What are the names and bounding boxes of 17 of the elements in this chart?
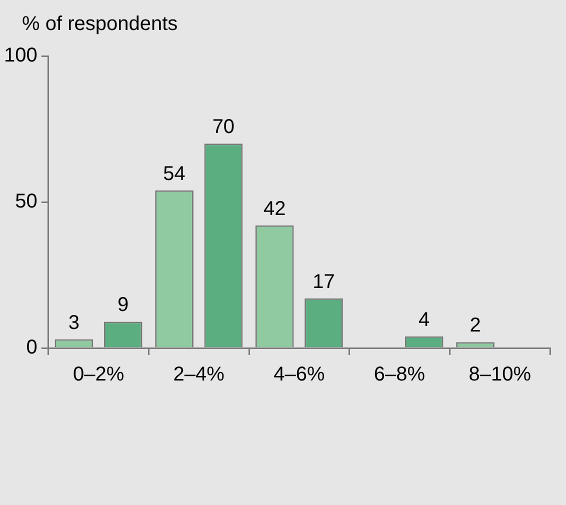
y-tick-label: 50 — [15, 190, 38, 213]
data-label: 2 — [470, 314, 481, 337]
y-tick-label: 100 — [4, 44, 38, 67]
data-label: 17 — [312, 270, 335, 293]
data-label: 54 — [163, 162, 186, 185]
y-tick-label: 0 — [26, 336, 38, 359]
x-tick-label: 8–10% — [468, 364, 532, 386]
y-axis-title: % of respondents — [22, 13, 178, 35]
data-label: 3 — [68, 312, 80, 334]
x-tick-label: 2–4% — [173, 364, 225, 386]
x-tick-label: 4–6% — [274, 364, 325, 386]
data-label: 42 — [263, 198, 286, 220]
data-label: 4 — [418, 308, 430, 331]
data-label: 9 — [118, 294, 129, 316]
data-label: 70 — [212, 116, 235, 138]
x-tick-label: 6–8% — [374, 364, 426, 386]
x-tick-label: 0–2% — [72, 364, 124, 386]
